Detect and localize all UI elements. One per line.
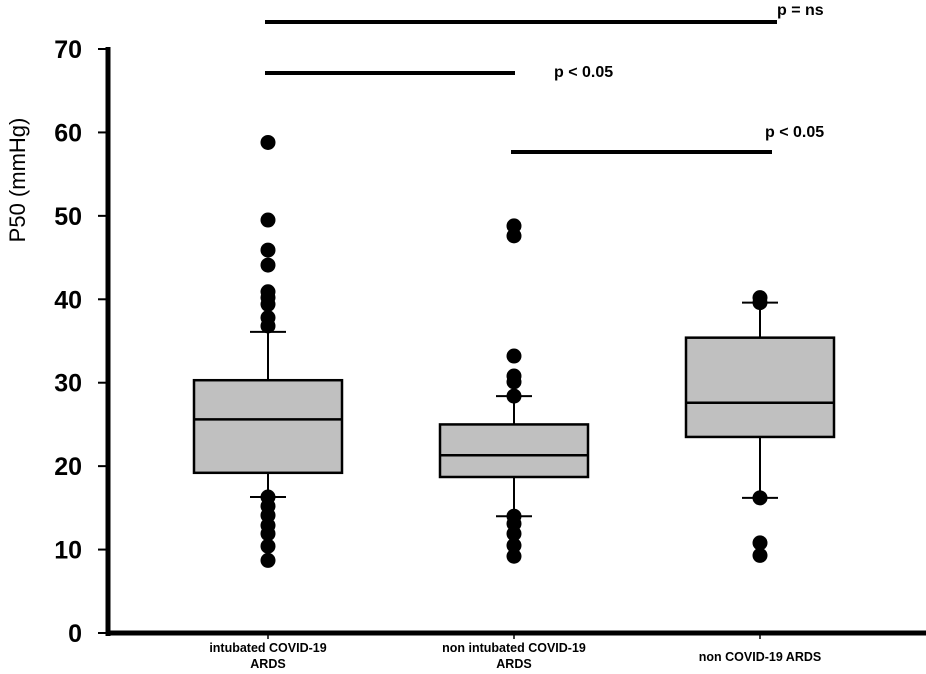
y-tick-label: 50 [54, 203, 82, 231]
outlier-point [752, 490, 768, 506]
x-axis: intubated COVID-19 ARDS non intubated COVI… [106, 630, 926, 671]
box-group [684, 290, 836, 563]
outlier-point [260, 318, 276, 334]
box-series [192, 134, 836, 568]
y-tick-label: 10 [54, 537, 82, 565]
outlier-point [752, 295, 768, 311]
y-tick-label: 20 [54, 453, 82, 481]
outlier-point [260, 296, 276, 312]
outlier-point [260, 257, 276, 273]
x-category-label: non intubated COVID-19 [442, 641, 586, 655]
box-group [438, 218, 590, 564]
outlier-point [260, 212, 276, 228]
outlier-point [506, 548, 522, 564]
y-tick-label: 40 [54, 286, 82, 314]
iqr-box [192, 378, 344, 475]
outlier-point [506, 388, 522, 404]
y-tick-label: 0 [68, 620, 82, 648]
outlier-point [506, 374, 522, 390]
x-category-label: ARDS [250, 657, 285, 671]
y-axis-title: P50 (mmHg) [5, 118, 30, 243]
iqr-box [684, 336, 836, 439]
x-category-label: intubated COVID-19 [209, 641, 326, 655]
significance-annotations: p = ns p < 0.05 p < 0.05 [265, 2, 824, 154]
outlier-point [506, 537, 522, 553]
outlier-point [260, 242, 276, 258]
iqr-box [438, 423, 590, 479]
outlier-point [506, 228, 522, 244]
outlier-point [506, 348, 522, 364]
y-tick-label: 70 [54, 36, 82, 64]
outlier-point [260, 134, 276, 150]
significance-label: p = ns [777, 2, 824, 19]
outlier-point [260, 538, 276, 554]
box-group [192, 134, 344, 568]
outlier-point [752, 535, 768, 551]
y-axis: 0 10 20 30 40 50 60 70 [54, 36, 111, 648]
significance-label: p < 0.05 [765, 124, 824, 141]
outlier-point [752, 547, 768, 563]
y-tick-label: 30 [54, 370, 82, 398]
outlier-point [260, 526, 276, 542]
significance-label: p < 0.05 [554, 64, 613, 81]
outlier-point [506, 526, 522, 542]
y-tick-label: 60 [54, 119, 82, 147]
outlier-point [260, 552, 276, 568]
x-category-label: ARDS [496, 657, 531, 671]
x-category-label: non COVID-19 ARDS [699, 650, 821, 664]
